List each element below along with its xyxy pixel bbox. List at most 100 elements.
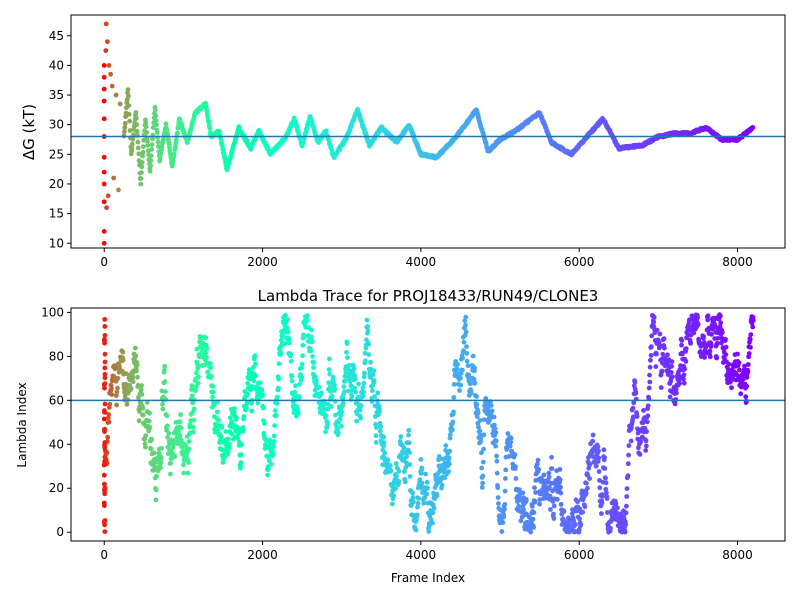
lambda-point: [178, 425, 184, 431]
lambda-point: [285, 317, 290, 322]
delta-g-point: [139, 160, 145, 165]
y-tick-label: 80: [49, 349, 64, 363]
lambda-point: [337, 416, 343, 422]
lambda-point: [582, 504, 588, 510]
lambda-point: [189, 383, 195, 388]
lambda-point: [309, 327, 314, 333]
lambda-point: [706, 325, 712, 331]
lambda-point: [244, 400, 250, 406]
lambda-point: [164, 423, 170, 429]
lambda-point: [596, 448, 601, 454]
lambda-point: [325, 406, 331, 412]
y-tick-label: 45: [49, 29, 64, 43]
lambda-point: [561, 509, 567, 514]
y-tick-label: 25: [49, 147, 64, 161]
lambda-point: [102, 458, 108, 464]
delta-g-point: [101, 86, 107, 92]
delta-g-point: [157, 155, 163, 161]
lambda-point: [102, 529, 108, 534]
delta-g-point: [149, 142, 155, 148]
lambda-point: [626, 452, 631, 458]
lambda-point: [102, 518, 108, 523]
lambda-point: [102, 371, 108, 377]
delta-g-point: [150, 125, 156, 130]
lambda-point: [163, 389, 168, 394]
lambda-point: [340, 395, 346, 401]
lambda-point: [159, 445, 165, 451]
lambda-point: [426, 529, 432, 534]
lambda-point: [143, 444, 148, 450]
lambda-point: [584, 480, 589, 486]
delta-g-point: [139, 164, 145, 170]
lambda-point: [532, 499, 538, 504]
lambda-point: [551, 511, 556, 517]
lambda-point: [311, 360, 317, 366]
delta-g-point: [154, 130, 160, 135]
lambda-point: [235, 436, 241, 441]
lambda-point: [216, 418, 221, 423]
lambda-point: [106, 412, 112, 417]
lambda-point: [361, 380, 367, 386]
lambda-point: [478, 439, 484, 444]
lambda-point: [446, 469, 452, 474]
lambda-point: [472, 380, 478, 386]
lambda-point: [623, 510, 629, 516]
lambda-point: [600, 493, 605, 499]
lambda-point: [701, 334, 706, 339]
lambda-point: [578, 522, 584, 527]
delta-g-point: [143, 120, 149, 125]
lambda-point: [493, 438, 499, 444]
delta-g-point: [101, 181, 107, 187]
lambda-point: [273, 413, 279, 418]
delta-g-point: [127, 118, 132, 124]
lambda-point: [669, 359, 675, 364]
delta-g-point: [133, 110, 139, 115]
lambda-point: [106, 419, 112, 425]
lambda-point: [464, 358, 470, 364]
lambda-point: [195, 374, 201, 380]
lambda-point: [491, 414, 497, 420]
lambda-point: [361, 389, 366, 395]
lambda-point: [302, 333, 307, 339]
x-tick-label: 6000: [564, 548, 595, 562]
lambda-point: [245, 391, 250, 397]
lambda-point: [532, 485, 537, 491]
lambda-point: [536, 467, 542, 473]
lambda-point: [481, 417, 487, 423]
lambda-point: [424, 479, 430, 485]
lambda-point: [508, 435, 514, 441]
delta-g-point: [108, 71, 113, 77]
lambda-point: [346, 362, 352, 368]
lambda-point: [140, 412, 146, 418]
lambda-point: [203, 335, 209, 341]
lambda-point: [434, 493, 440, 499]
lambda-point: [628, 438, 634, 444]
lambda-point: [474, 414, 480, 419]
lambda-point: [102, 359, 108, 365]
lambda-point: [278, 351, 284, 357]
lambda-point: [567, 518, 573, 524]
delta-g-point: [129, 141, 135, 147]
lambda-point: [342, 378, 348, 384]
delta-g-point: [144, 130, 150, 135]
lambda-point: [496, 501, 501, 506]
lambda-point: [328, 404, 334, 409]
lambda-point: [603, 475, 608, 481]
lambda-point: [255, 400, 261, 406]
lambda-point: [143, 433, 149, 438]
lambda-point: [646, 385, 652, 391]
lambda-point: [326, 380, 332, 386]
lambda-point: [309, 339, 315, 345]
lambda-point: [421, 500, 427, 506]
lambda-point: [218, 434, 224, 440]
lambda-point: [238, 452, 244, 458]
lambda-point: [695, 321, 701, 327]
lambda-point: [681, 372, 687, 378]
lambda-point: [308, 348, 314, 354]
lambda-point: [160, 406, 166, 412]
lambda-point: [204, 355, 209, 360]
lambda-point: [160, 401, 165, 407]
lambda-point: [276, 376, 282, 382]
lambda-point: [516, 503, 522, 509]
lambda-point: [239, 442, 245, 448]
